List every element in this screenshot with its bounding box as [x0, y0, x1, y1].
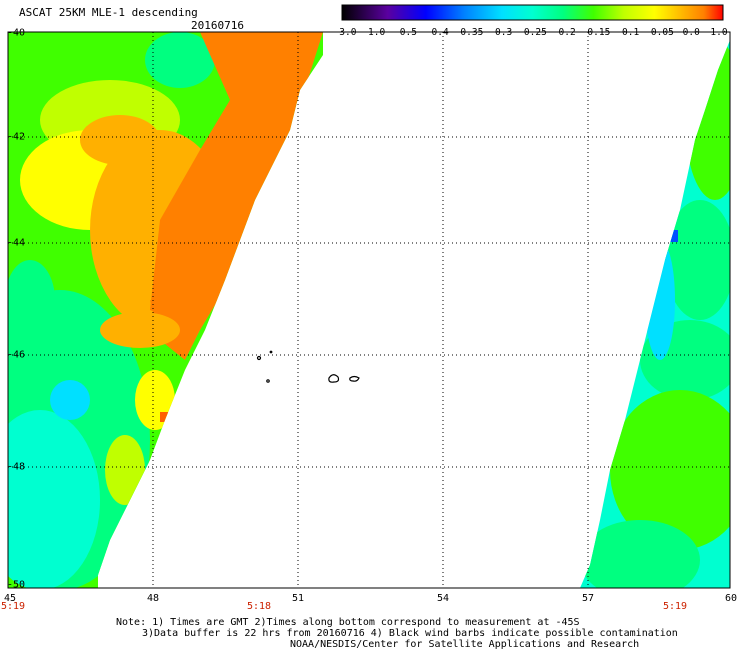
note-line-2: 3)Data buffer is 22 hrs from 20160716 4)…	[142, 628, 678, 639]
colorbar-tick-label: -0.2	[552, 27, 576, 38]
grid-lines	[8, 32, 730, 588]
colorbar-tick-label: -3.0	[333, 27, 357, 38]
lon-label-51: 51	[291, 593, 305, 604]
colorbar-tick-label: 1.0	[710, 27, 728, 38]
time-label-left: 5:19	[0, 601, 26, 612]
colorbar-tick-label: -0.5	[394, 27, 417, 38]
lat-label-48: -48	[7, 461, 26, 473]
note-line-1: Note: 1) Times are GMT 2)Times along bot…	[116, 617, 580, 628]
time-label-middle: 5:18	[246, 601, 272, 612]
time-label-right: 5:19	[662, 601, 688, 612]
map-title: ASCAT 25KM MLE-1 descending	[19, 6, 198, 19]
colorbar-tick-label: -0.1	[616, 27, 640, 38]
colorbar-tick-label: -0.3	[489, 27, 513, 38]
lon-label-60: 60	[724, 593, 738, 604]
colorbar-tick-label: -0.4	[425, 27, 449, 38]
colorbar-tick-label: -0.15	[581, 27, 611, 38]
lat-label-42: -42	[7, 131, 26, 143]
island-outlines	[256, 350, 360, 383]
note-line-3: NOAA/NESDIS/Center for Satellite Applica…	[290, 639, 640, 650]
right-swath	[580, 40, 730, 588]
colorbar	[341, 4, 724, 21]
colorbar-tick-label: -0.35	[454, 27, 484, 38]
lat-label-50: -50	[7, 579, 26, 591]
left-swath	[8, 32, 323, 588]
colorbar-tick-label: -0.25	[518, 27, 547, 38]
map-frame	[7, 31, 731, 589]
lon-label-48: 48	[146, 593, 160, 604]
colorbar-tick-label: -0.05	[645, 27, 674, 38]
lat-label-46: -46	[7, 349, 26, 361]
lon-label-45: 45	[3, 593, 17, 604]
lon-label-57: 57	[581, 593, 595, 604]
colorbar-tick-label: -1.0	[362, 27, 386, 38]
lat-label-44: -44	[7, 237, 26, 249]
lat-label-40: -40	[7, 27, 26, 39]
colorbar-tick-label: 0.0	[682, 27, 700, 38]
lon-label-54: 54	[436, 593, 450, 604]
map-date: 20160716	[191, 19, 244, 32]
